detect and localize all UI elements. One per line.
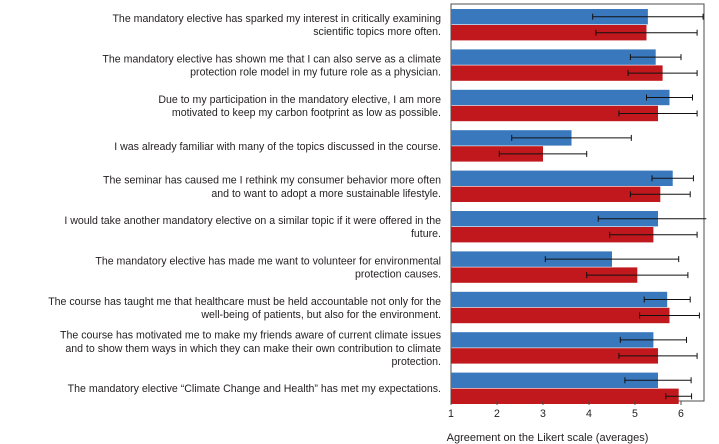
bar-s2-8: [451, 348, 658, 364]
error-bar-s1-7: [643, 296, 691, 303]
x-tick-label-0: 1: [448, 408, 454, 420]
error-bar-s2-3: [498, 150, 588, 157]
bar-s2-7: [451, 307, 670, 324]
x-tick-label-1: 2: [494, 408, 500, 420]
bar-s2-3: [451, 146, 543, 162]
category-label-8: The course has motivated me to make my f…: [60, 330, 441, 368]
bar-s2-5: [451, 227, 654, 243]
bar-s2-1: [451, 65, 663, 81]
error-bar-s1-5: [597, 215, 707, 222]
error-bar-s1-8: [619, 336, 688, 343]
bar-s1-8: [451, 332, 654, 348]
error-bar-s2-8: [618, 352, 698, 359]
error-bar-s2-6: [586, 272, 689, 279]
bar-s1-2: [451, 89, 670, 106]
category-label-4: The seminar has caused me I rethink my c…: [103, 175, 441, 200]
bar-s2-0: [451, 25, 647, 41]
error-bar-s2-5: [609, 231, 698, 238]
error-bar-s2-2: [618, 110, 698, 117]
category-label-5: I would take another mandatory elective …: [64, 215, 441, 240]
error-bar-s1-0: [592, 13, 704, 20]
x-tick-label-5: 6: [678, 408, 684, 420]
bar-s1-5: [451, 211, 658, 227]
category-label-0: The mandatory elective has sparked my in…: [112, 13, 441, 38]
category-label-9: The mandatory elective “Climate Change a…: [68, 383, 441, 395]
error-bar-s2-0: [595, 29, 698, 36]
category-label-7: The course has taught me that healthcare…: [48, 296, 441, 321]
bar-s1-4: [451, 170, 673, 186]
bar-s1-7: [451, 291, 668, 308]
bar-s2-9: [451, 388, 679, 404]
error-bar-s1-1: [629, 54, 682, 61]
category-label-2: Due to my participation in the mandatory…: [158, 94, 441, 119]
error-bars-layer: [498, 13, 707, 400]
x-tick-label-2: 3: [540, 408, 546, 420]
bar-s1-0: [451, 9, 648, 25]
x-tick-label-3: 4: [586, 408, 592, 420]
category-label-6: The mandatory elective has made me want …: [95, 255, 441, 280]
category-label-3: I was already familiar with many of the …: [114, 141, 441, 153]
error-bar-s2-9: [665, 393, 693, 400]
category-label-1: The mandatory elective has shown me that…: [102, 53, 441, 78]
error-bar-s2-7: [639, 312, 700, 319]
error-bar-s1-3: [511, 134, 632, 141]
bar-s2-4: [451, 186, 661, 202]
error-bar-s1-4: [651, 175, 694, 182]
bar-s1-1: [451, 49, 656, 65]
error-bar-s1-2: [646, 94, 693, 101]
x-axis-label: Agreement on the Likert scale (averages): [447, 432, 649, 444]
bar-s2-6: [451, 267, 638, 283]
bar-s1-6: [451, 251, 612, 267]
category-labels: The mandatory elective has sparked my in…: [48, 13, 441, 395]
bars-layer: [451, 9, 679, 404]
x-tick-label-4: 5: [632, 408, 638, 420]
x-axis: 1 2 3 4 5 6: [448, 401, 684, 420]
bar-s1-9: [451, 372, 658, 388]
error-bar-s2-4: [629, 191, 691, 198]
bar-s2-2: [451, 105, 658, 122]
error-bar-s1-9: [624, 377, 692, 384]
error-bar-s1-6: [544, 256, 680, 263]
error-bar-s2-1: [627, 70, 698, 77]
